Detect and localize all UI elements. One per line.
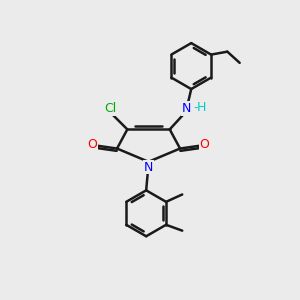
Text: N: N [144,160,153,174]
Text: O: O [200,139,209,152]
Text: N: N [182,102,191,115]
Text: -: - [193,101,198,114]
Text: Cl: Cl [104,102,116,115]
Text: H: H [196,101,206,114]
Text: O: O [88,139,98,152]
